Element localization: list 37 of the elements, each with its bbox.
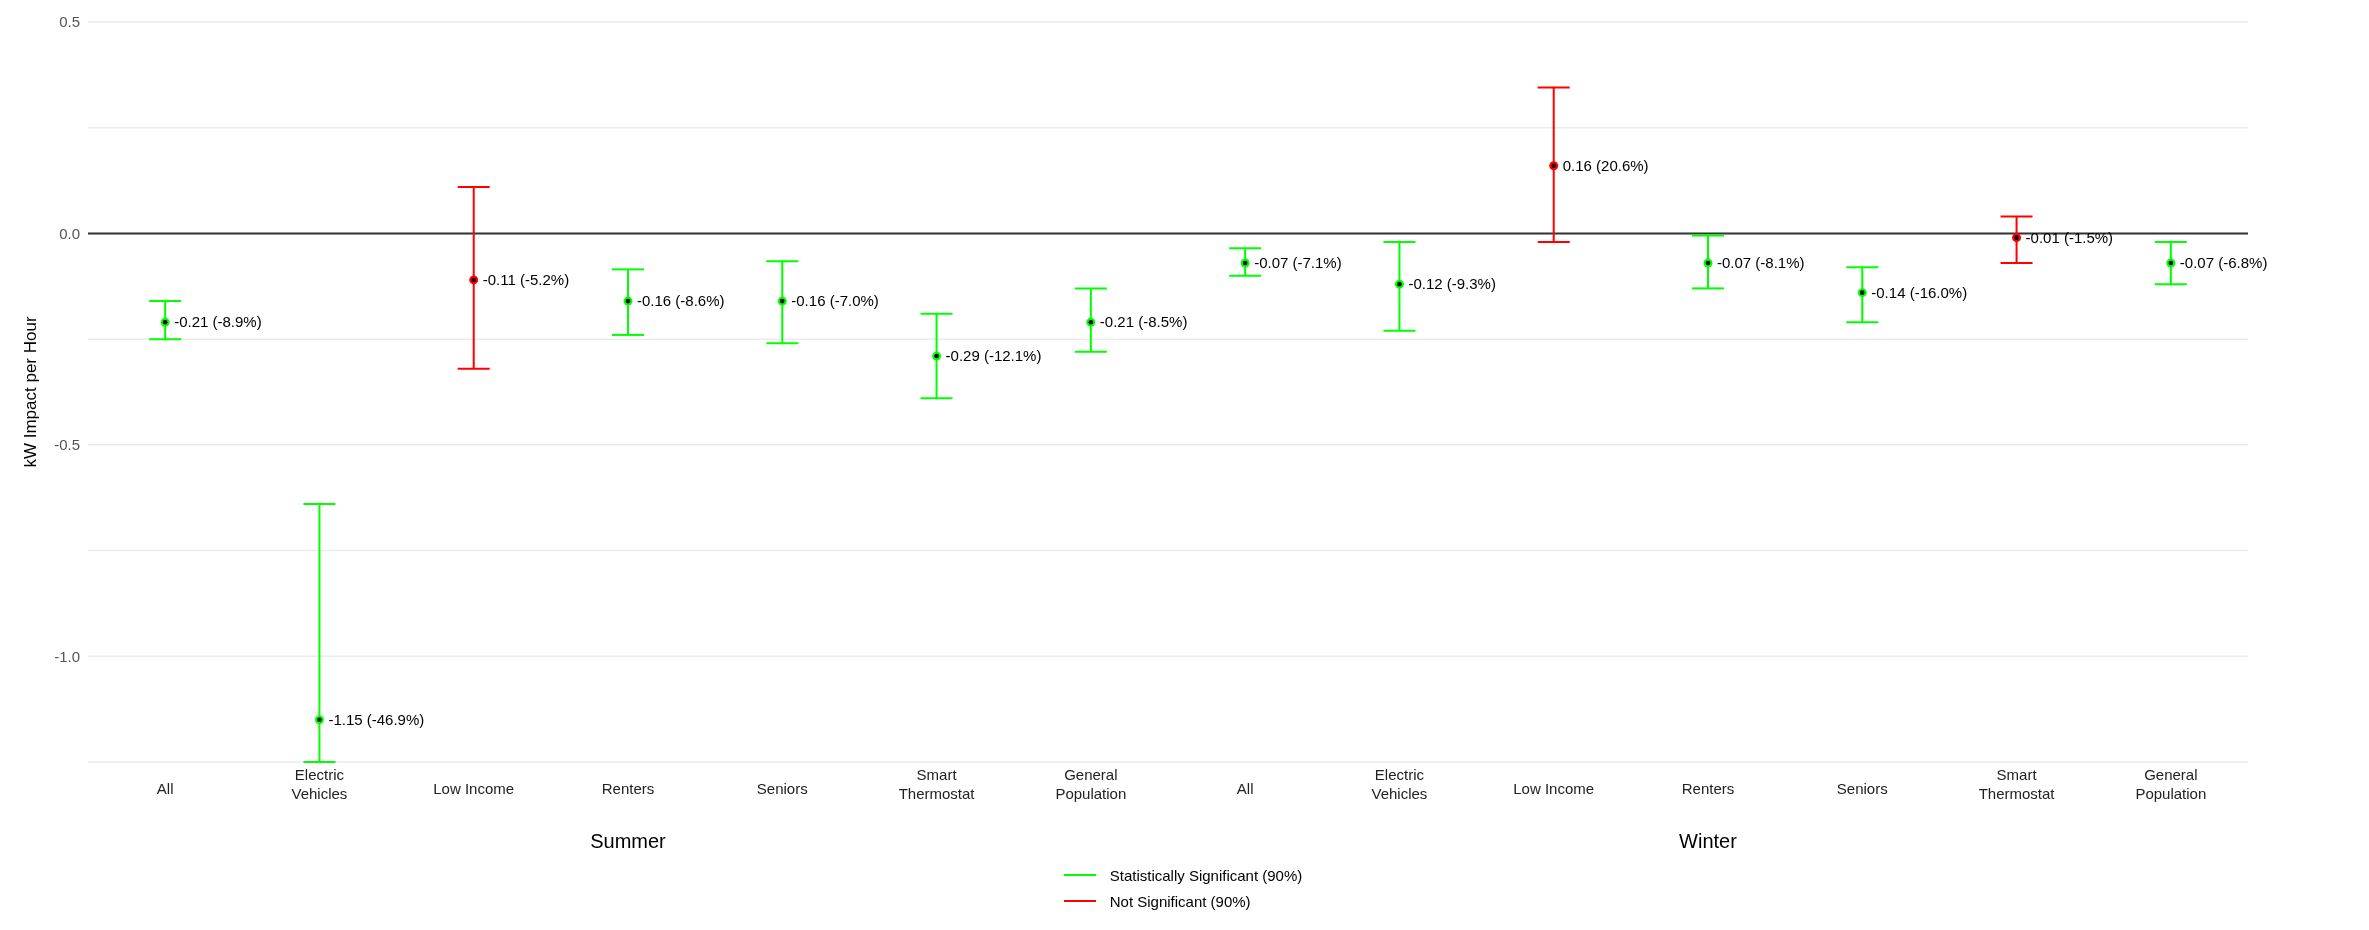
y-tick-label: -0.5 [54, 436, 80, 454]
x-tick-label: Electric Vehicles [1371, 766, 1428, 802]
data-label: -0.16 (-8.6%) [637, 292, 725, 310]
x-tick-label: Low Income [433, 780, 515, 797]
x-tick-label: Smart Thermostat [898, 766, 976, 802]
y-axis-title: kW Impact per Hour [21, 316, 41, 468]
x-tick-label: All [156, 780, 174, 797]
data-label: -0.29 (-12.1%) [945, 347, 1042, 365]
x-tick-label: Low Income [1513, 780, 1595, 797]
data-label: -0.21 (-8.9%) [174, 313, 262, 331]
data-label: -0.21 (-8.5%) [1099, 313, 1188, 331]
x-tick-label: Seniors [756, 780, 808, 797]
data-label: -0.01 (-1.5%) [2025, 228, 2114, 246]
legend-label: Statistically Significant (90%) [1109, 866, 1303, 884]
x-tick-label: Renters [601, 780, 655, 797]
x-tick-label: General Population [2135, 766, 2207, 802]
data-label: -0.14 (-16.0%) [1871, 283, 1968, 301]
data-label: -0.12 (-9.3%) [1408, 275, 1496, 293]
x-tick-label: Renters [1681, 780, 1735, 797]
text: Summer [589, 830, 667, 853]
data-label: 0.16 (20.6%) [1562, 156, 1649, 174]
y-tick-label: 0.5 [59, 13, 80, 31]
data-label: -0.07 (-8.1%) [1717, 254, 1805, 272]
x-tick-label: Seniors [1836, 780, 1888, 797]
data-label: -0.11 (-5.2%) [482, 270, 570, 288]
x-tick-label: All [1236, 780, 1254, 797]
x-tick-label: Electric Vehicles [291, 766, 348, 802]
x-tick-label: Smart Thermostat [1978, 766, 2056, 802]
legend-label: Not Significant (90%) [1109, 892, 1251, 910]
data-label: -0.07 (-6.8%) [2179, 254, 2268, 272]
y-tick-label: 0.0 [59, 224, 80, 242]
x-tick-label: General Population [1055, 766, 1127, 802]
y-tick-label: -1.0 [54, 647, 80, 665]
data-label: -0.16 (-7.0%) [791, 292, 879, 310]
text: Winter [1678, 830, 1738, 853]
data-label: -1.15 (-46.9%) [328, 710, 425, 728]
data-label: -0.07 (-7.1%) [1254, 254, 1342, 272]
